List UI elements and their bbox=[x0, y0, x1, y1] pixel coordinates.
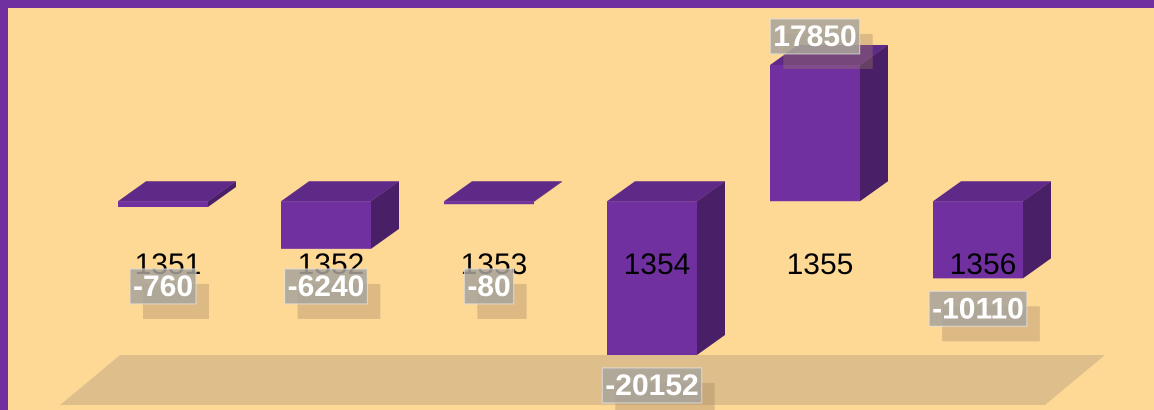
bar-front bbox=[607, 201, 697, 355]
data-label: -80 bbox=[467, 270, 510, 303]
data-label-box bbox=[463, 268, 515, 305]
bar-side bbox=[697, 181, 725, 355]
bar-top bbox=[444, 181, 562, 202]
bar-top bbox=[933, 181, 1051, 202]
bar-front bbox=[118, 201, 208, 208]
bar bbox=[770, 45, 888, 202]
bar bbox=[281, 181, 399, 249]
bar-side bbox=[860, 45, 888, 202]
data-label-box bbox=[284, 268, 368, 305]
x-tick-label: 1356 bbox=[950, 248, 1017, 281]
bar-front bbox=[933, 201, 1023, 279]
data-label: -20152 bbox=[605, 369, 698, 402]
bar-front bbox=[770, 65, 860, 202]
bar bbox=[607, 181, 725, 355]
x-tick-label: 1355 bbox=[787, 248, 854, 281]
bar-side bbox=[534, 181, 562, 202]
bar bbox=[933, 181, 1051, 279]
data-label-box bbox=[601, 367, 703, 404]
data-label: -6240 bbox=[288, 270, 365, 303]
bar bbox=[444, 181, 562, 205]
bar-top bbox=[118, 181, 236, 202]
floor bbox=[60, 355, 1105, 405]
bar-side bbox=[1023, 181, 1051, 279]
x-tick-label: 1354 bbox=[624, 248, 691, 281]
bar-top bbox=[607, 181, 725, 202]
bar-top bbox=[281, 181, 399, 202]
data-label-box bbox=[928, 290, 1028, 327]
bar-side bbox=[208, 181, 236, 208]
data-label-box bbox=[129, 268, 197, 305]
data-label: -10110 bbox=[932, 292, 1024, 325]
bar-front bbox=[281, 201, 371, 249]
data-label-box bbox=[769, 18, 861, 55]
bar-side bbox=[371, 181, 399, 249]
data-label: -760 bbox=[133, 270, 193, 303]
data-label: 17850 bbox=[773, 20, 856, 53]
bar-front bbox=[444, 201, 534, 205]
bar bbox=[118, 181, 236, 208]
